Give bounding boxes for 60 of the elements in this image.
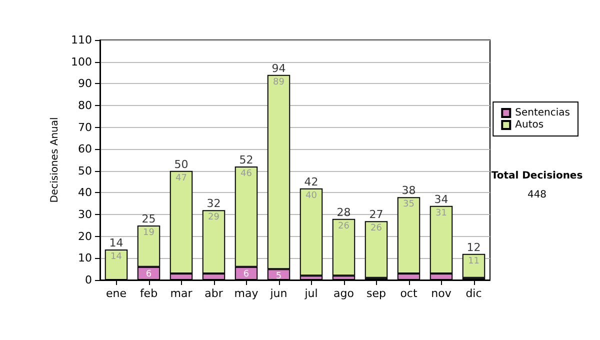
x-tick-label: may — [234, 287, 259, 300]
total-label: 38 — [402, 184, 416, 198]
data-label: 6 — [243, 269, 250, 280]
total-label: 12 — [466, 240, 481, 254]
bar — [332, 218, 356, 276]
y-tick-label: 110 — [71, 34, 92, 46]
data-label: 31 — [436, 208, 447, 218]
x-tick-label: nov — [431, 287, 452, 300]
x-tick-label: ene — [106, 287, 127, 300]
y-tick-label: 10 — [78, 252, 92, 265]
data-label: 35 — [403, 200, 414, 210]
y-tick-label: 50 — [78, 164, 92, 178]
text: 448 — [527, 190, 547, 200]
x-tick-label: oct — [400, 287, 418, 300]
bar — [364, 221, 388, 278]
y-tick-label: 40 — [78, 186, 92, 200]
x-tick-label: sep — [366, 287, 386, 300]
data-label: 6 — [146, 269, 152, 280]
y-tick-label: 60 — [78, 142, 92, 156]
total-label: 32 — [206, 197, 221, 210]
total-label: 52 — [239, 154, 254, 167]
data-label: 47 — [176, 173, 187, 184]
x-tick-label: mar — [170, 287, 193, 300]
total-label: 42 — [304, 175, 318, 188]
x-tick-label: jul — [304, 287, 318, 300]
total-label: 28 — [336, 206, 351, 219]
data-label: 40 — [306, 190, 318, 201]
data-label: 29 — [208, 212, 220, 223]
y-tick-label: 30 — [78, 208, 92, 222]
data-label: 26 — [338, 221, 350, 232]
x-tick-label: dic — [466, 287, 482, 300]
y-tick-label: 20 — [78, 230, 92, 243]
data-label: 11 — [468, 256, 480, 266]
x-tick-label: abr — [204, 287, 224, 300]
data-label: 5 — [276, 272, 282, 282]
legend-label: Autos — [515, 120, 544, 130]
y-axis-title: Decisiones Anual — [50, 117, 61, 203]
y-tick-label: 70 — [78, 120, 92, 134]
y-tick-label: 80 — [78, 98, 92, 112]
legend-label: Sentencias — [515, 108, 570, 118]
data-label: 14 — [110, 252, 122, 262]
bar — [300, 188, 323, 276]
total-label: 50 — [174, 158, 188, 171]
y-tick-label: 0 — [85, 274, 92, 286]
data-label: 19 — [143, 228, 155, 238]
y-tick-label: 100 — [71, 55, 92, 68]
bar — [462, 254, 486, 278]
total-label: 27 — [369, 208, 384, 222]
total-label: 94 — [272, 62, 286, 75]
data-label: 46 — [240, 169, 252, 180]
text: Total Decisiones — [491, 170, 583, 182]
x-tick-label: ago — [334, 287, 354, 300]
total-label: 34 — [434, 192, 448, 206]
y-tick-label: 90 — [78, 77, 92, 90]
total-label: 25 — [142, 212, 156, 226]
total-label: 14 — [109, 236, 124, 250]
x-tick-label: feb — [140, 287, 158, 300]
data-label: 26 — [370, 224, 382, 234]
x-tick-label: jun — [269, 287, 288, 300]
data-label: 89 — [273, 77, 285, 88]
